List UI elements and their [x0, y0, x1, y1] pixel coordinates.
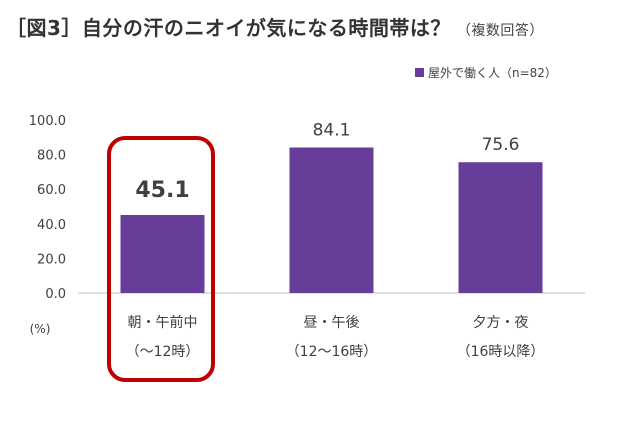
y-tick-label: 0.0 — [45, 287, 66, 302]
y-tick-label: 40.0 — [37, 218, 66, 233]
y-tick-label: 80.0 — [37, 149, 66, 164]
bar — [289, 147, 374, 293]
x-tick-label: 夕方・夜 — [473, 315, 529, 331]
highlight-box — [107, 136, 215, 382]
chart-title: ［図3］自分の汗のニオイが気になる時間帯は？ （複数回答） — [6, 12, 544, 41]
bar — [458, 162, 543, 293]
x-tick-sublabel: （12〜16時） — [286, 344, 378, 360]
bar — [120, 214, 205, 293]
legend-swatch — [415, 68, 424, 77]
chart-title-text: ［図3］自分の汗のニオイが気になる時間帯は？ — [6, 16, 451, 40]
data-label: 75.6 — [482, 135, 520, 155]
data-label: 45.1 — [135, 178, 189, 203]
x-tick-label: 朝・午前中 — [128, 314, 198, 331]
y-tick-label: 100.0 — [29, 114, 66, 129]
data-label: 84.1 — [313, 121, 351, 141]
x-tick-label: 昼・午後 — [304, 315, 360, 331]
legend-label: 屋外で働く人（n=82） — [428, 66, 557, 80]
x-tick-sublabel: （16時以降） — [457, 344, 545, 360]
y-tick-label: 60.0 — [37, 183, 66, 198]
chart-legend: 屋外で働く人（n=82） — [415, 64, 557, 81]
y-unit-label: (%) — [30, 322, 51, 336]
x-tick-sublabel: （〜12時） — [126, 344, 200, 360]
y-tick-label: 20.0 — [37, 252, 66, 267]
chart-subtitle: （複数回答） — [456, 23, 544, 39]
